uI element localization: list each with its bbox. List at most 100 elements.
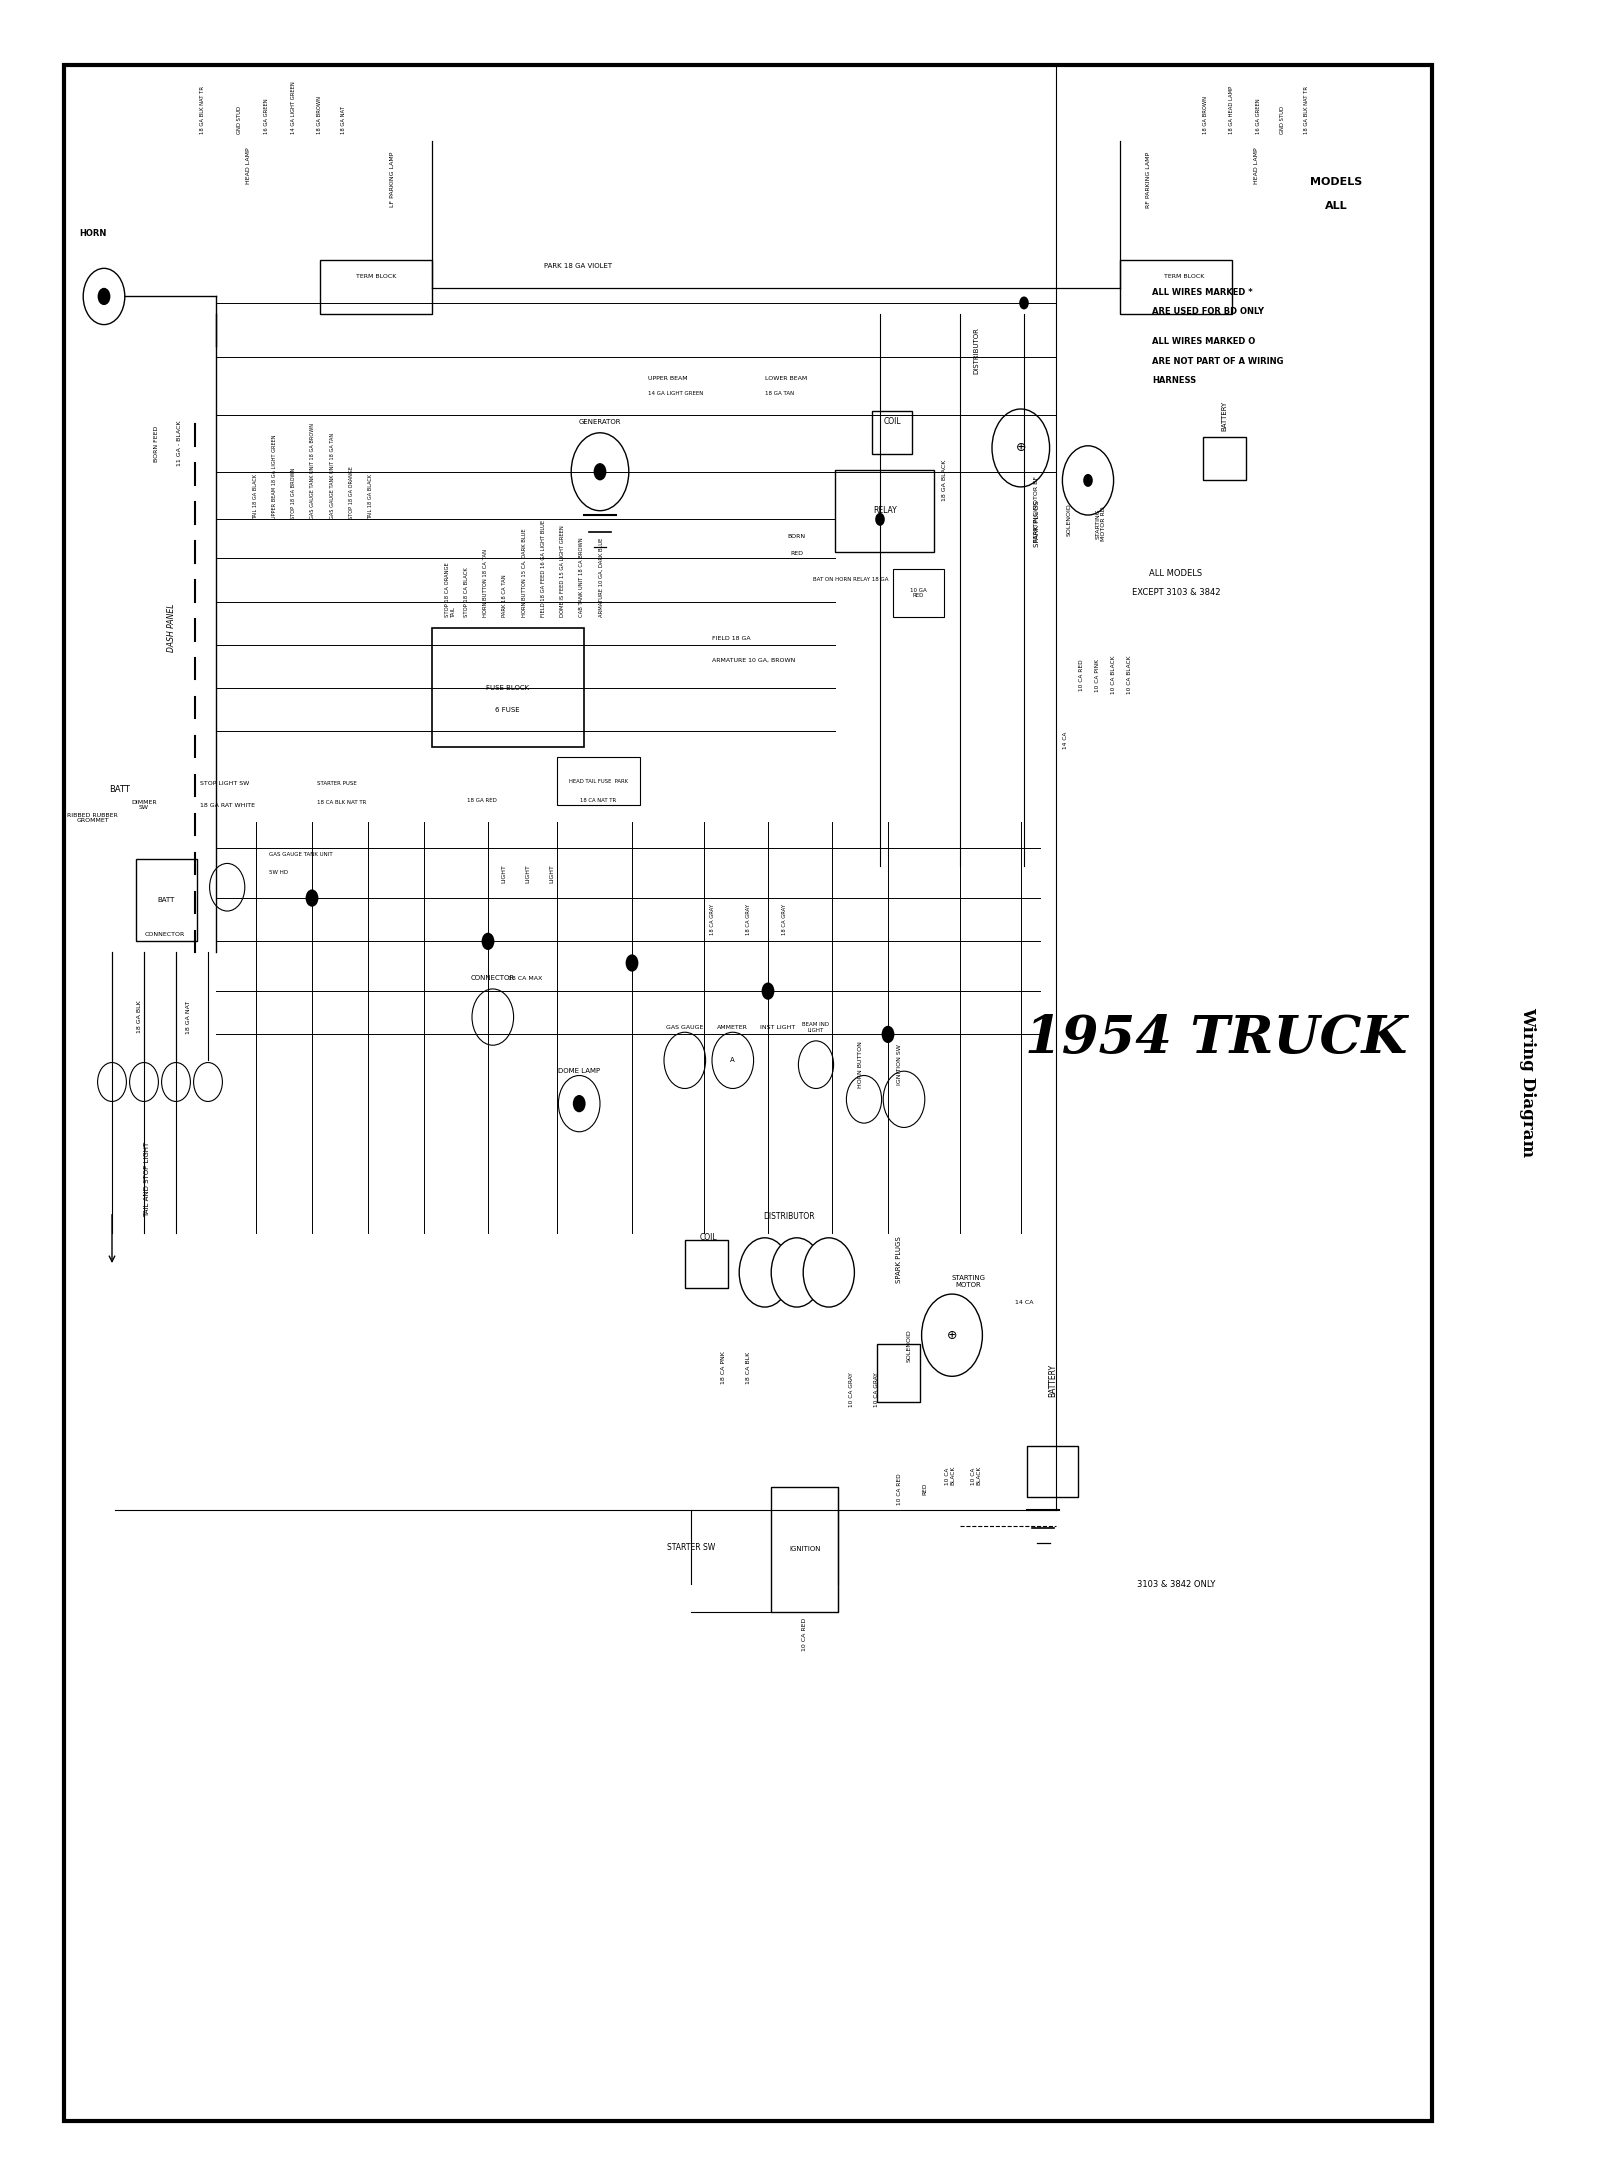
Bar xyxy=(320,260,432,314)
Text: BEAM IND
LIGHT: BEAM IND LIGHT xyxy=(803,1024,829,1032)
Text: IGNITION SW: IGNITION SW xyxy=(896,1045,902,1084)
Text: TAIL AND STOP LIGHT: TAIL AND STOP LIGHT xyxy=(144,1143,150,1216)
Text: 14 CA: 14 CA xyxy=(1062,731,1069,749)
Circle shape xyxy=(98,288,110,305)
Text: STARTING
MOTOR RD: STARTING MOTOR RD xyxy=(1096,506,1106,541)
Text: A: A xyxy=(731,1058,734,1063)
Text: 10 CA BLACK: 10 CA BLACK xyxy=(1110,656,1117,695)
Text: GND STUD: GND STUD xyxy=(1280,106,1285,134)
Bar xyxy=(877,1344,920,1402)
Text: Wiring Diagram: Wiring Diagram xyxy=(1520,1006,1536,1158)
Text: RIBBED RUBBER
GROMMET: RIBBED RUBBER GROMMET xyxy=(67,814,118,822)
Text: GND STUD: GND STUD xyxy=(237,106,242,134)
Text: TERM BLOCK: TERM BLOCK xyxy=(355,275,397,279)
Text: IGNITION: IGNITION xyxy=(789,1547,821,1552)
Text: UPPER BEAM: UPPER BEAM xyxy=(648,377,688,381)
Text: HORN BUTTON 15 CA. DARK BLUE: HORN BUTTON 15 CA. DARK BLUE xyxy=(522,528,526,617)
Text: TAIL 18 GA BLACK: TAIL 18 GA BLACK xyxy=(368,474,373,519)
Circle shape xyxy=(883,1071,925,1127)
Text: LF PARKING LAMP: LF PARKING LAMP xyxy=(389,151,395,208)
Text: 18 CA BLK NAT TR: 18 CA BLK NAT TR xyxy=(317,801,366,805)
Text: 18 GA BROWN: 18 GA BROWN xyxy=(317,95,322,134)
Text: LIGHT: LIGHT xyxy=(549,863,555,883)
Text: DIMMER
SW: DIMMER SW xyxy=(131,801,157,809)
Text: 3103 & 3842 ONLY: 3103 & 3842 ONLY xyxy=(1138,1580,1214,1588)
Text: STARTER PUSE: STARTER PUSE xyxy=(317,781,357,786)
Text: 10 CA GRAY: 10 CA GRAY xyxy=(874,1372,880,1407)
Text: DOME IS FEED 15 GA LIGHT GREEN: DOME IS FEED 15 GA LIGHT GREEN xyxy=(560,526,565,617)
Text: HORN BUTTON 18 CA TAN: HORN BUTTON 18 CA TAN xyxy=(483,550,488,617)
Text: ⊕: ⊕ xyxy=(947,1329,957,1342)
Text: BORN FEED: BORN FEED xyxy=(154,426,160,461)
Text: RF PARKING LAMP: RF PARKING LAMP xyxy=(1146,151,1152,208)
Text: 16 GA GREEN: 16 GA GREEN xyxy=(1256,100,1261,134)
Text: ARMATURE 10 GA, BROWN: ARMATURE 10 GA, BROWN xyxy=(712,658,795,662)
Text: 1954 TRUCK: 1954 TRUCK xyxy=(1026,1013,1406,1065)
Circle shape xyxy=(482,933,494,950)
Text: DASH PANEL: DASH PANEL xyxy=(166,604,176,651)
Text: STOP LIGHT SW: STOP LIGHT SW xyxy=(200,781,250,786)
Bar xyxy=(872,411,912,454)
Text: 6 FUSE: 6 FUSE xyxy=(494,708,520,712)
Text: COIL: COIL xyxy=(699,1233,718,1242)
Text: UPPER BEAM 18 GA LIGHT GREEN: UPPER BEAM 18 GA LIGHT GREEN xyxy=(272,435,277,519)
Text: SPARK PLUGS: SPARK PLUGS xyxy=(896,1236,902,1283)
Text: RELAY: RELAY xyxy=(874,506,896,515)
Text: ARMATURE 10 GA, DARK BLUE: ARMATURE 10 GA, DARK BLUE xyxy=(598,537,603,617)
Text: AMMETER: AMMETER xyxy=(717,1026,749,1030)
Circle shape xyxy=(306,889,318,907)
Text: 18 CA MAX: 18 CA MAX xyxy=(507,976,542,980)
Text: SOLENOID: SOLENOID xyxy=(1066,502,1072,537)
Text: 10 CA BLACK: 10 CA BLACK xyxy=(1126,656,1133,695)
Circle shape xyxy=(992,409,1050,487)
Text: HARNESS: HARNESS xyxy=(1152,377,1197,385)
Text: HEAD TAIL FUSE  PARK: HEAD TAIL FUSE PARK xyxy=(570,779,627,783)
Text: ARE USED FOR BD ONLY: ARE USED FOR BD ONLY xyxy=(1152,307,1264,316)
Text: 10 CA RED: 10 CA RED xyxy=(1078,660,1085,690)
Text: STARTER SW: STARTER SW xyxy=(667,1543,715,1552)
Text: MODELS: MODELS xyxy=(1310,177,1362,186)
Text: GAS GAUGE TANK UNIT 18 GA BROWN: GAS GAUGE TANK UNIT 18 GA BROWN xyxy=(310,424,315,519)
Circle shape xyxy=(846,1076,882,1123)
Text: HORN: HORN xyxy=(78,229,107,238)
Text: ⊕: ⊕ xyxy=(1016,441,1026,454)
Text: 10 CA
BLACK: 10 CA BLACK xyxy=(971,1467,981,1485)
Text: 10 CA RED: 10 CA RED xyxy=(896,1474,902,1504)
Text: DISTRIBUTOR: DISTRIBUTOR xyxy=(763,1212,814,1220)
Circle shape xyxy=(798,1041,834,1088)
Text: LOWER BEAM: LOWER BEAM xyxy=(765,377,806,381)
Text: 11 GA - BLACK: 11 GA - BLACK xyxy=(176,420,182,467)
Text: GAS GAUGE: GAS GAUGE xyxy=(666,1026,704,1030)
Text: STOP 18 GA BROWN: STOP 18 GA BROWN xyxy=(291,467,296,519)
Text: 18 GA NAT: 18 GA NAT xyxy=(341,106,346,134)
Text: TAIL 18 GA BLACK: TAIL 18 GA BLACK xyxy=(253,474,258,519)
Text: 18 CA PNK: 18 CA PNK xyxy=(720,1350,726,1385)
Circle shape xyxy=(594,463,606,480)
Circle shape xyxy=(922,1294,982,1376)
Text: BAT ON HORN RELAY 18 GA: BAT ON HORN RELAY 18 GA xyxy=(813,578,888,582)
Text: 18 GA BLK: 18 GA BLK xyxy=(136,1000,142,1034)
Text: ARE NOT PART OF A WIRING: ARE NOT PART OF A WIRING xyxy=(1152,357,1283,366)
Text: ALL: ALL xyxy=(1325,201,1347,210)
Circle shape xyxy=(1019,296,1029,309)
Text: LIGHT: LIGHT xyxy=(501,863,507,883)
Text: 5W HD: 5W HD xyxy=(269,870,288,874)
Bar xyxy=(557,757,640,805)
Text: 18 CA BLK: 18 CA BLK xyxy=(746,1352,752,1383)
Text: 14 CA: 14 CA xyxy=(1014,1301,1034,1305)
Text: 18 GA NAT: 18 GA NAT xyxy=(186,1000,192,1034)
Text: CAB TANK UNIT 18 CA BROWN: CAB TANK UNIT 18 CA BROWN xyxy=(579,537,584,617)
Text: BATTERY: BATTERY xyxy=(1048,1363,1058,1398)
Text: 14 GA LIGHT GREEN: 14 GA LIGHT GREEN xyxy=(648,392,704,396)
Bar xyxy=(1120,260,1232,314)
Text: STARTING
MOTOR: STARTING MOTOR xyxy=(950,1275,986,1288)
Text: SOLENOID: SOLENOID xyxy=(906,1329,912,1363)
Circle shape xyxy=(771,1238,822,1307)
Bar xyxy=(771,1487,838,1612)
Circle shape xyxy=(803,1238,854,1307)
Circle shape xyxy=(162,1063,190,1101)
Circle shape xyxy=(595,465,605,478)
Bar xyxy=(136,859,197,941)
Bar xyxy=(1027,1446,1078,1497)
Circle shape xyxy=(712,1032,754,1088)
